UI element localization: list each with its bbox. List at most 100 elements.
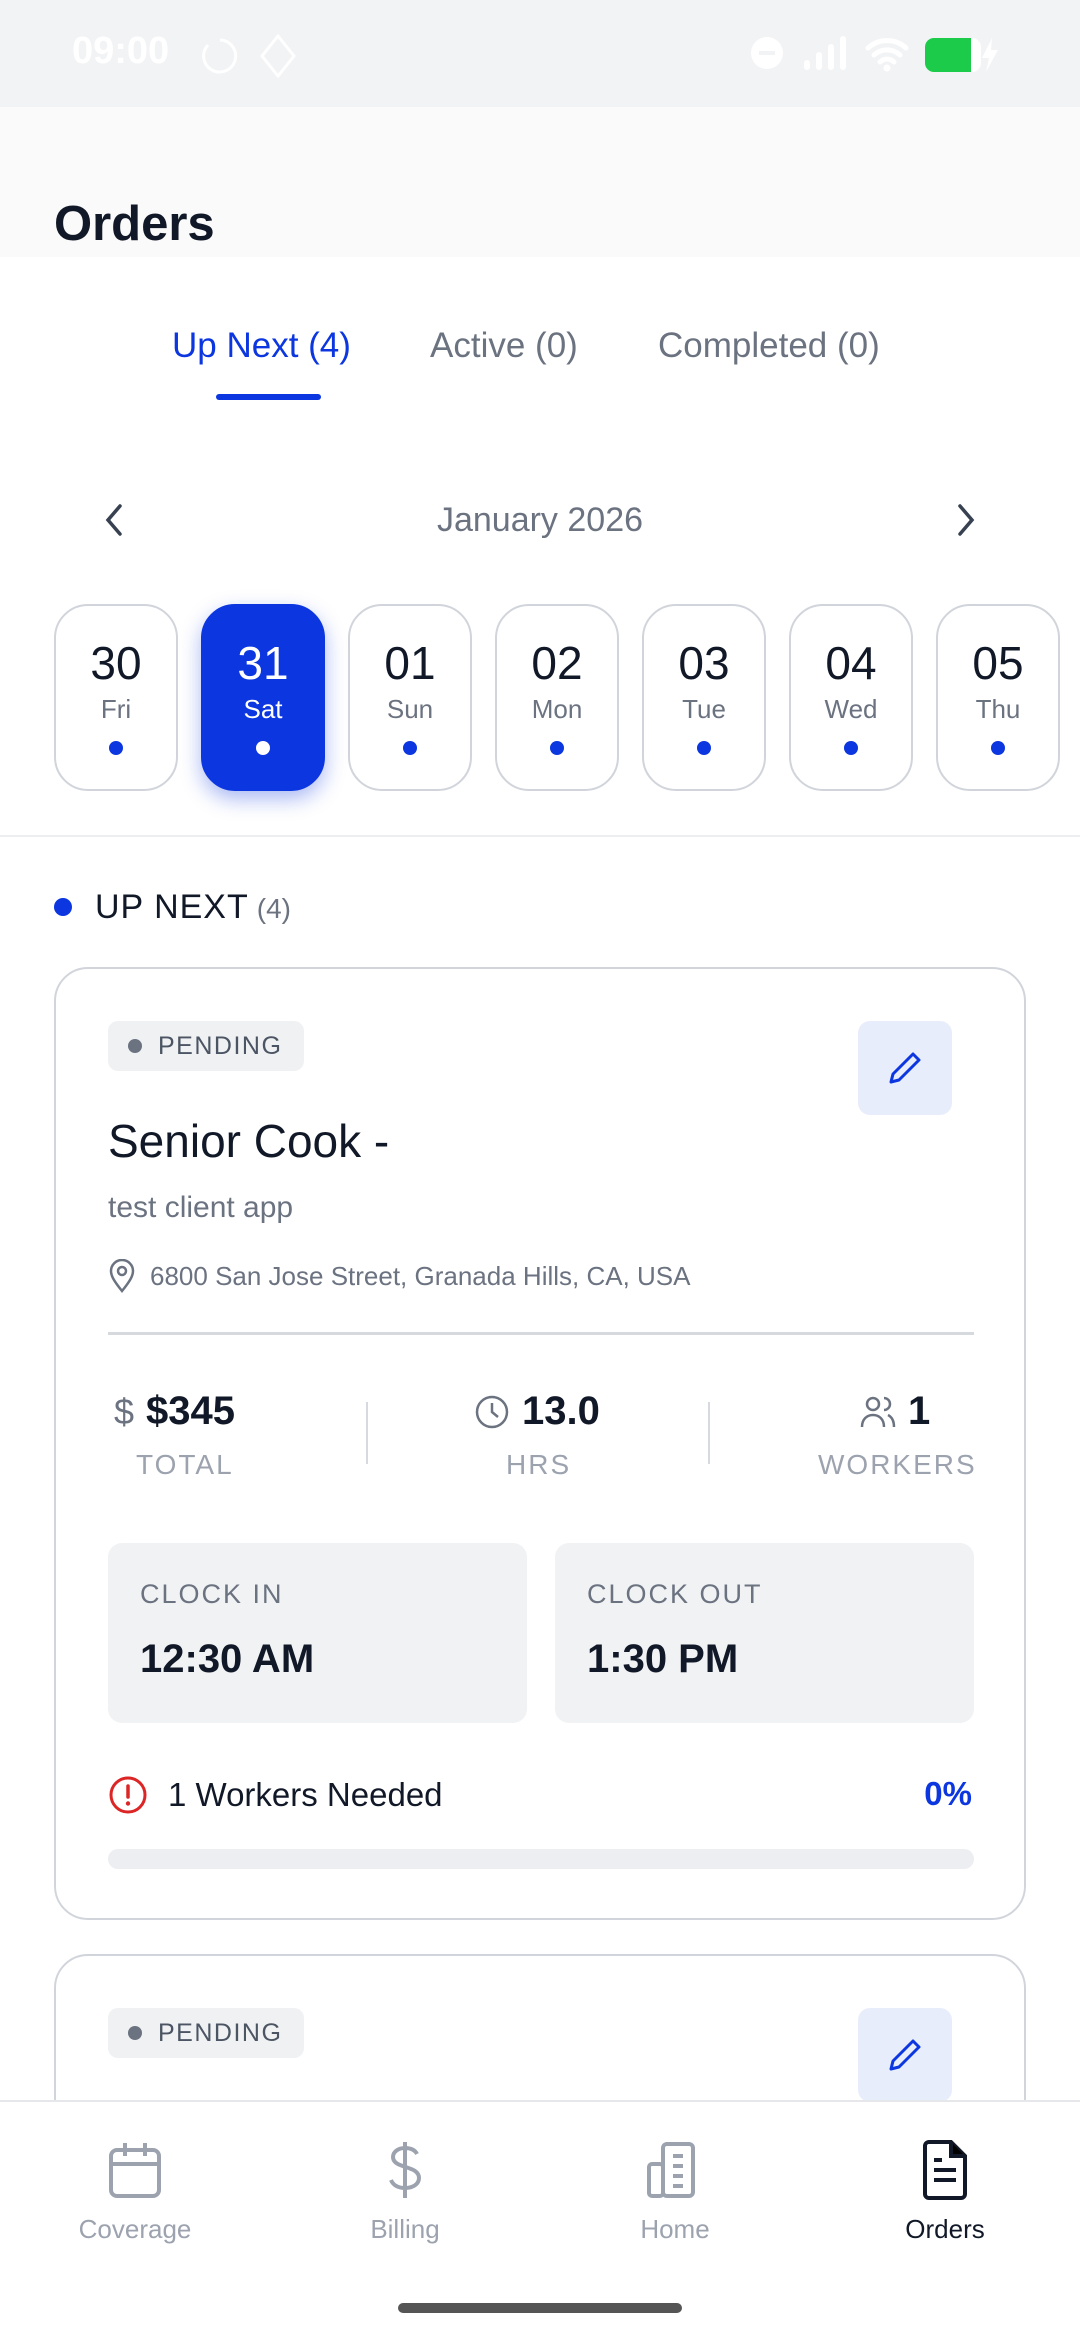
day-of-week: Wed xyxy=(824,694,878,724)
dollar-icon xyxy=(389,2142,422,2198)
workers-value: 1 xyxy=(908,1389,931,1433)
clock-in-value: 12:30 AM xyxy=(140,1637,315,1681)
address-text: 6800 San Jose Street, Granada Hills, CA,… xyxy=(150,1260,691,1291)
date-number: 04 xyxy=(825,637,877,689)
date-number: 01 xyxy=(384,637,436,689)
tab-active[interactable]: Active (0) xyxy=(430,326,578,365)
nav-home[interactable]: Home xyxy=(575,2140,775,2245)
date-number: 05 xyxy=(972,637,1024,689)
has-orders-dot xyxy=(550,741,564,755)
has-orders-dot xyxy=(697,741,711,755)
workers-stat: 1 xyxy=(860,1389,930,1434)
date-pill[interactable]: 01 Sun xyxy=(348,604,472,791)
home-indicator[interactable] xyxy=(398,2303,682,2313)
date-pill[interactable]: 02 Mon xyxy=(495,604,619,791)
has-orders-dot xyxy=(991,741,1005,755)
chevron-left-icon[interactable] xyxy=(100,502,130,538)
tab-up-next[interactable]: Up Next (4) xyxy=(172,326,351,365)
card-divider xyxy=(108,1332,974,1335)
order-title: Senior Cook - xyxy=(108,1115,390,1167)
dnd-icon xyxy=(751,37,783,69)
section-count: (4) xyxy=(256,893,291,924)
total-value: $345 xyxy=(146,1389,236,1433)
date-number: 02 xyxy=(531,637,583,689)
active-tab-indicator xyxy=(216,394,321,400)
section-title: UP NEXT (4) xyxy=(95,888,291,927)
clock-in-label: CLOCK IN xyxy=(140,1579,284,1609)
status-label: PENDING xyxy=(158,2018,283,2047)
address: 6800 San Jose Street, Granada Hills, CA,… xyxy=(108,1259,691,1293)
date-number: 30 xyxy=(90,637,142,689)
pencil-icon xyxy=(889,2039,921,2071)
date-pill[interactable]: 03 Tue xyxy=(642,604,766,791)
alert-icon xyxy=(109,1776,147,1814)
has-orders-dot xyxy=(403,741,417,755)
tab-completed[interactable]: Completed (0) xyxy=(658,326,880,365)
nav-label: Orders xyxy=(905,2214,985,2244)
nav-billing[interactable]: Billing xyxy=(305,2140,505,2245)
nav-coverage[interactable]: Coverage xyxy=(35,2140,235,2245)
building-icon xyxy=(647,2142,695,2198)
day-of-week: Mon xyxy=(531,694,583,724)
fill-percentage: 0% xyxy=(924,1775,972,1812)
nav-label: Coverage xyxy=(78,2214,192,2244)
hours-value: 13.0 xyxy=(522,1389,600,1433)
hours-label: HRS xyxy=(506,1449,572,1480)
chevron-right-icon[interactable] xyxy=(950,502,980,538)
divider xyxy=(0,835,1080,837)
day-of-week: Sun xyxy=(386,694,434,724)
hours-stat: 13.0 xyxy=(474,1389,600,1434)
clock-out-box: CLOCK OUT 1:30 PM xyxy=(555,1543,974,1723)
section-label: UP NEXT xyxy=(95,888,249,926)
status-badge: PENDING xyxy=(108,2008,305,2058)
total-stat: $ $345 xyxy=(114,1389,235,1434)
date-number: 03 xyxy=(678,637,730,689)
dollar-icon: $ xyxy=(114,1390,135,1432)
total-label: TOTAL xyxy=(136,1449,234,1480)
wifi-icon xyxy=(865,38,909,72)
document-icon xyxy=(923,2140,967,2200)
workers-needed-text: 1 Workers Needed xyxy=(168,1776,443,1813)
day-of-week: Thu xyxy=(975,694,1021,724)
signal-icon xyxy=(804,36,846,70)
location-pin-icon xyxy=(109,1259,135,1293)
month-label: January 2026 xyxy=(436,501,644,539)
edit-button[interactable] xyxy=(858,1021,952,1115)
has-orders-dot xyxy=(844,741,858,755)
workers-needed: 1 Workers Needed xyxy=(108,1775,443,1815)
clock-icon xyxy=(475,1395,509,1428)
day-of-week: Sat xyxy=(243,694,283,724)
clock-out-label: CLOCK OUT xyxy=(587,1579,763,1609)
status-time: 09:00 xyxy=(72,30,170,72)
users-icon xyxy=(860,1396,896,1427)
header xyxy=(0,107,1080,257)
nav-label: Billing xyxy=(370,2214,440,2244)
status-bar: 09:00 xyxy=(0,0,1080,107)
edit-button[interactable] xyxy=(858,2008,952,2102)
page-title: Orders xyxy=(54,197,215,251)
section-dot xyxy=(54,898,72,916)
day-of-week: Tue xyxy=(682,694,726,724)
status-badge: PENDING xyxy=(108,1021,305,1071)
date-pill[interactable]: 05 Thu xyxy=(936,604,1060,791)
bottom-nav xyxy=(0,2100,1080,2340)
charging-icon xyxy=(982,38,998,72)
fill-progress-bar xyxy=(108,1849,974,1869)
has-orders-dot xyxy=(256,741,270,755)
workers-label: WORKERS xyxy=(818,1449,977,1480)
client-name: test client app xyxy=(108,1191,294,1224)
status-label: PENDING xyxy=(158,1031,283,1060)
clock-out-value: 1:30 PM xyxy=(587,1637,739,1681)
loading-icon xyxy=(202,38,238,74)
date-pill[interactable]: 31 Sat xyxy=(201,604,325,791)
calendar-icon xyxy=(109,2143,161,2198)
app-notification-icon xyxy=(260,34,296,78)
date-pill[interactable]: 30 Fri xyxy=(54,604,178,791)
has-orders-dot xyxy=(109,741,123,755)
date-pill[interactable]: 04 Wed xyxy=(789,604,913,791)
clock-in-box: CLOCK IN 12:30 AM xyxy=(108,1543,527,1723)
order-card[interactable]: PENDING Senior Cook - test client app 68… xyxy=(54,967,1026,1920)
nav-orders[interactable]: Orders xyxy=(845,2140,1045,2245)
stat-separator xyxy=(366,1402,368,1464)
date-number: 31 xyxy=(237,637,289,689)
